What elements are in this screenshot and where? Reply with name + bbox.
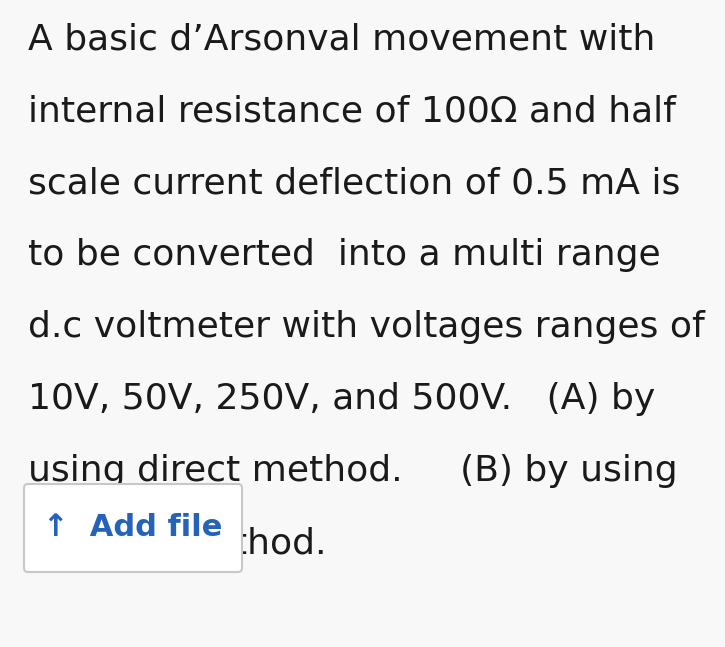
Text: internal resistance of 100Ω and half: internal resistance of 100Ω and half <box>28 94 676 128</box>
Text: ↑  Add file: ↑ Add file <box>44 514 223 542</box>
Text: indirect method.: indirect method. <box>28 526 326 560</box>
Text: to be converted  into a multi range: to be converted into a multi range <box>28 238 660 272</box>
Text: using direct method.     (B) by using: using direct method. (B) by using <box>28 454 678 488</box>
Text: scale current deflection of 0.5 mA is: scale current deflection of 0.5 mA is <box>28 166 680 200</box>
Text: 10V, 50V, 250V, and 500V.   (A) by: 10V, 50V, 250V, and 500V. (A) by <box>28 382 655 416</box>
FancyBboxPatch shape <box>24 484 242 572</box>
Text: A basic d’Arsonval movement with: A basic d’Arsonval movement with <box>28 22 655 56</box>
Text: d.c voltmeter with voltages ranges of: d.c voltmeter with voltages ranges of <box>28 310 705 344</box>
